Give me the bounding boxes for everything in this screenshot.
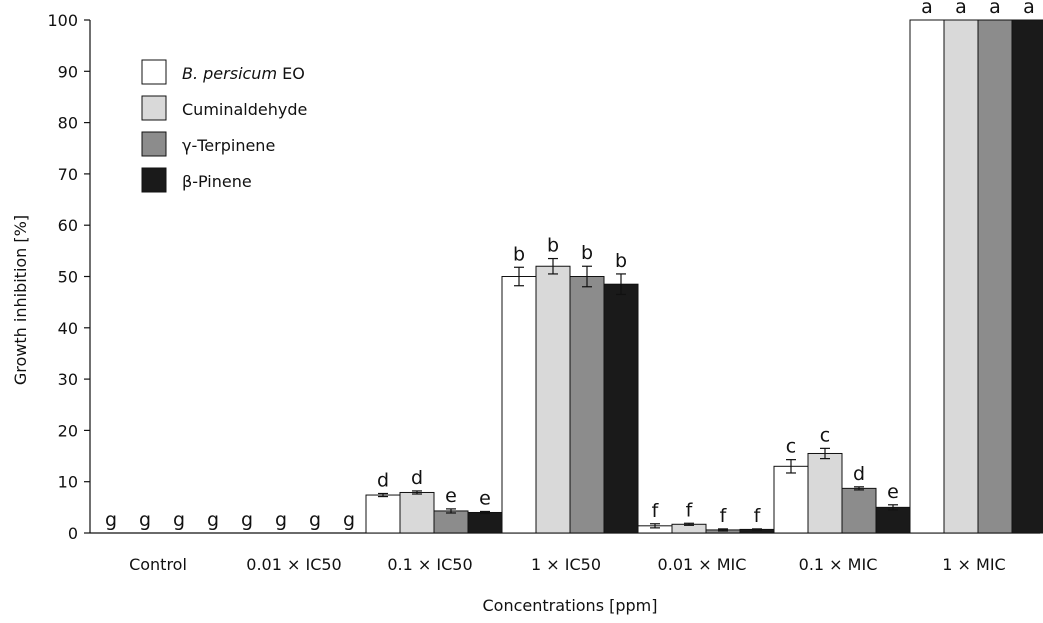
significance-letter: g bbox=[173, 509, 185, 531]
significance-letter: e bbox=[445, 485, 457, 507]
bar bbox=[603, 283, 639, 534]
significance-letter: f bbox=[652, 500, 660, 522]
significance-letter: f bbox=[720, 505, 728, 527]
significance-letter: a bbox=[921, 0, 933, 18]
x-category-labels: Control 0.01 × IC50 0.1 × IC50 1 × IC50 0.01… bbox=[129, 555, 1006, 574]
y-tick-label: 40 bbox=[58, 319, 78, 338]
y-tick-label: 80 bbox=[58, 114, 78, 133]
significance-letter: d bbox=[377, 469, 389, 491]
bar bbox=[501, 276, 537, 534]
legend-label: β-Pinene bbox=[182, 172, 252, 191]
significance-letter: a bbox=[1023, 0, 1035, 18]
legend-label: Cuminaldehyde bbox=[182, 100, 307, 119]
x-category-label: 1 × MIC bbox=[942, 555, 1005, 574]
y-tick-label: 60 bbox=[58, 216, 78, 235]
bar bbox=[433, 510, 469, 534]
legend-swatch bbox=[141, 131, 167, 157]
significance-letter: f bbox=[686, 499, 694, 521]
significance-letter: b bbox=[547, 235, 559, 257]
significance-letter: g bbox=[105, 509, 117, 531]
legend: B. persicum EO Cuminaldehyde γ-Terpinene β-… bbox=[141, 59, 307, 193]
bar bbox=[399, 491, 435, 534]
x-category-label: Control bbox=[129, 555, 187, 574]
bar bbox=[977, 19, 1013, 534]
x-axis-title: Concentrations [ppm] bbox=[483, 596, 658, 615]
significance-letter: c bbox=[820, 424, 830, 446]
significance-letter: g bbox=[139, 509, 151, 531]
y-tick-label: 10 bbox=[58, 473, 78, 492]
significance-letter: c bbox=[786, 436, 796, 458]
error-bars bbox=[378, 257, 898, 532]
significance-letter: g bbox=[241, 509, 253, 531]
bar bbox=[943, 19, 979, 534]
bar bbox=[909, 19, 945, 534]
x-category-label: 0.01 × MIC bbox=[658, 555, 747, 574]
significance-letter: d bbox=[853, 463, 865, 485]
bar bbox=[569, 276, 605, 534]
bars bbox=[93, 19, 1043, 534]
significance-letter: b bbox=[513, 243, 525, 265]
legend-swatch bbox=[141, 167, 167, 193]
significance-letter: g bbox=[343, 509, 355, 531]
bar bbox=[841, 487, 877, 534]
y-tick-label: 30 bbox=[58, 370, 78, 389]
significance-letter: a bbox=[955, 0, 967, 18]
y-tick-label: 90 bbox=[58, 62, 78, 81]
y-axis-title: Growth inhibition [%] bbox=[11, 215, 30, 385]
y-tick-label: 20 bbox=[58, 421, 78, 440]
significance-letter: g bbox=[275, 509, 287, 531]
x-category-label: 1 × IC50 bbox=[531, 555, 601, 574]
significance-letter: f bbox=[754, 505, 762, 527]
bar bbox=[365, 494, 401, 534]
legend-label: B. persicum EO bbox=[182, 64, 305, 83]
y-tick-label: 50 bbox=[58, 268, 78, 287]
x-category-label: 0.01 × IC50 bbox=[246, 555, 341, 574]
significance-letter: g bbox=[207, 509, 219, 531]
bar bbox=[535, 265, 571, 534]
bar bbox=[875, 506, 911, 534]
significance-letter: e bbox=[887, 481, 899, 503]
y-ticks: 0 10 20 30 40 50 60 70 80 90 100 bbox=[47, 11, 90, 543]
significance-letter: b bbox=[581, 242, 593, 264]
bar bbox=[773, 465, 809, 534]
x-category-label: 0.1 × IC50 bbox=[387, 555, 472, 574]
significance-letter: g bbox=[309, 509, 321, 531]
significance-letter: e bbox=[479, 487, 491, 509]
bar bbox=[1011, 19, 1043, 534]
significance-letter: d bbox=[411, 467, 423, 489]
legend-swatch bbox=[141, 95, 167, 121]
y-tick-label: 100 bbox=[47, 11, 78, 30]
legend-label: γ-Terpinene bbox=[182, 136, 275, 155]
legend-swatch bbox=[141, 59, 167, 85]
y-tick-label: 0 bbox=[68, 524, 78, 543]
x-category-label: 0.1 × MIC bbox=[799, 555, 878, 574]
y-tick-label: 70 bbox=[58, 165, 78, 184]
significance-letter: a bbox=[989, 0, 1001, 18]
significance-letter: b bbox=[615, 250, 627, 272]
bar bbox=[807, 452, 843, 534]
bar bbox=[467, 511, 503, 534]
